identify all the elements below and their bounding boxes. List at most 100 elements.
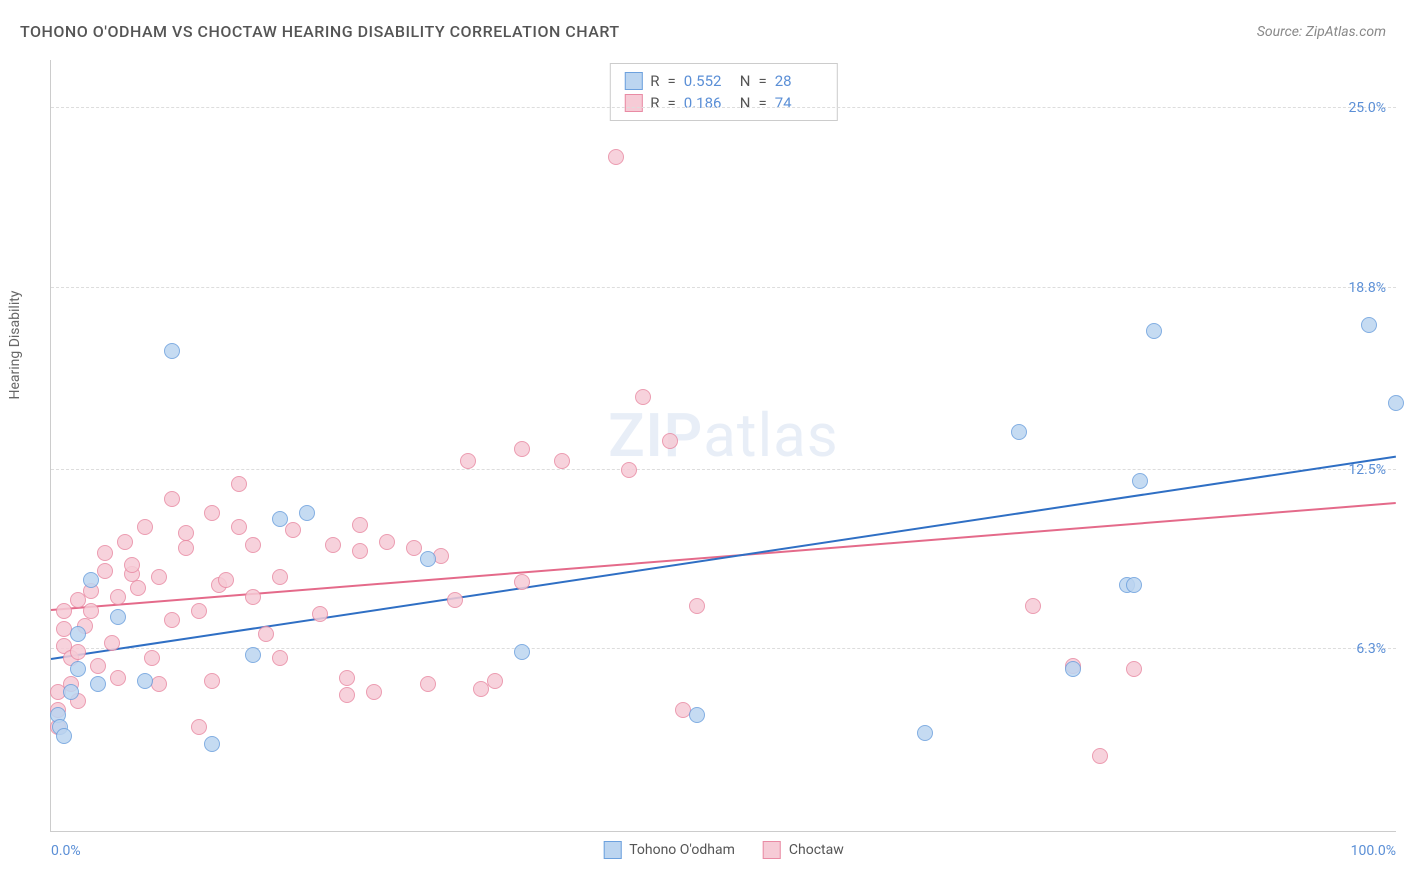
data-point <box>1126 661 1142 677</box>
data-point <box>70 644 86 660</box>
data-point <box>420 551 436 567</box>
data-point <box>272 569 288 585</box>
trendline <box>51 456 1396 660</box>
data-point <box>1092 748 1108 764</box>
data-point <box>272 511 288 527</box>
data-point <box>352 517 368 533</box>
data-point <box>1146 323 1162 339</box>
gridline <box>51 469 1396 470</box>
y-tick-label: 6.3% <box>1356 641 1386 657</box>
data-point <box>110 609 126 625</box>
swatch-series-b <box>624 94 642 112</box>
data-point <box>83 572 99 588</box>
equals-sign: = <box>758 94 766 112</box>
data-point <box>110 589 126 605</box>
data-point <box>299 505 315 521</box>
data-point <box>151 676 167 692</box>
data-point <box>339 670 355 686</box>
y-tick-label: 12.5% <box>1348 462 1386 478</box>
data-point <box>104 635 120 651</box>
y-axis-label: Hearing Disability <box>7 291 23 400</box>
plot-region: ZIPatlas R = 0.552 N = 28 R = 0.186 N = … <box>50 60 1396 832</box>
data-point <box>245 589 261 605</box>
y-tick-label: 25.0% <box>1348 100 1386 116</box>
source-attribution: Source: ZipAtlas.com <box>1257 24 1386 40</box>
data-point <box>1126 577 1142 593</box>
data-point <box>325 537 341 553</box>
data-point <box>689 707 705 723</box>
data-point <box>258 626 274 642</box>
gridline <box>51 287 1396 288</box>
equals-sign: = <box>758 72 766 90</box>
data-point <box>460 453 476 469</box>
data-point <box>218 572 234 588</box>
data-point <box>352 543 368 559</box>
data-point <box>420 676 436 692</box>
data-point <box>487 673 503 689</box>
data-point <box>97 563 113 579</box>
y-tick-label: 18.8% <box>1348 280 1386 296</box>
data-point <box>178 525 194 541</box>
data-point <box>312 606 328 622</box>
series-b-label: Choctaw <box>789 842 844 858</box>
legend-item-b: Choctaw <box>763 841 844 859</box>
equals-sign: = <box>668 72 676 90</box>
data-point <box>366 684 382 700</box>
r-label: R <box>650 94 659 112</box>
swatch-series-a <box>603 841 621 859</box>
data-point <box>608 149 624 165</box>
data-point <box>689 598 705 614</box>
data-point <box>204 736 220 752</box>
data-point <box>1388 395 1404 411</box>
data-point <box>245 537 261 553</box>
data-point <box>285 522 301 538</box>
data-point <box>514 644 530 660</box>
data-point <box>379 534 395 550</box>
chart-area: Hearing Disability ZIPatlas R = 0.552 N … <box>50 60 1396 832</box>
legend-row-series-a: R = 0.552 N = 28 <box>624 70 822 92</box>
data-point <box>204 673 220 689</box>
data-point <box>56 603 72 619</box>
data-point <box>514 574 530 590</box>
data-point <box>90 676 106 692</box>
data-point <box>130 580 146 596</box>
data-point <box>231 476 247 492</box>
data-point <box>1132 473 1148 489</box>
equals-sign: = <box>668 94 676 112</box>
x-tick-label: 0.0% <box>51 843 81 859</box>
correlation-legend: R = 0.552 N = 28 R = 0.186 N = 74 <box>609 63 837 121</box>
x-tick-label: 100.0% <box>1351 843 1396 859</box>
data-point <box>1065 661 1081 677</box>
data-point <box>137 519 153 535</box>
watermark-light: atlas <box>703 399 838 470</box>
data-point <box>917 725 933 741</box>
n-value-a: 28 <box>775 72 823 90</box>
data-point <box>90 658 106 674</box>
data-point <box>70 626 86 642</box>
data-point <box>406 540 422 556</box>
n-label: N <box>740 94 751 112</box>
data-point <box>164 343 180 359</box>
data-point <box>554 453 570 469</box>
data-point <box>447 592 463 608</box>
data-point <box>63 684 79 700</box>
data-point <box>1025 598 1041 614</box>
series-a-label: Tohono O'odham <box>629 842 735 858</box>
data-point <box>164 612 180 628</box>
data-point <box>1361 317 1377 333</box>
data-point <box>124 557 140 573</box>
data-point <box>1011 424 1027 440</box>
data-point <box>164 491 180 507</box>
r-value-a: 0.552 <box>684 72 732 90</box>
data-point <box>110 670 126 686</box>
data-point <box>231 519 247 535</box>
data-point <box>117 534 133 550</box>
data-point <box>339 687 355 703</box>
n-label: N <box>740 72 751 90</box>
swatch-series-b <box>763 841 781 859</box>
chart-title: TOHONO O'ODHAM VS CHOCTAW HEARING DISABI… <box>20 22 620 41</box>
data-point <box>514 441 530 457</box>
n-value-b: 74 <box>775 94 823 112</box>
watermark-bold: ZIP <box>608 399 703 470</box>
data-point <box>178 540 194 556</box>
